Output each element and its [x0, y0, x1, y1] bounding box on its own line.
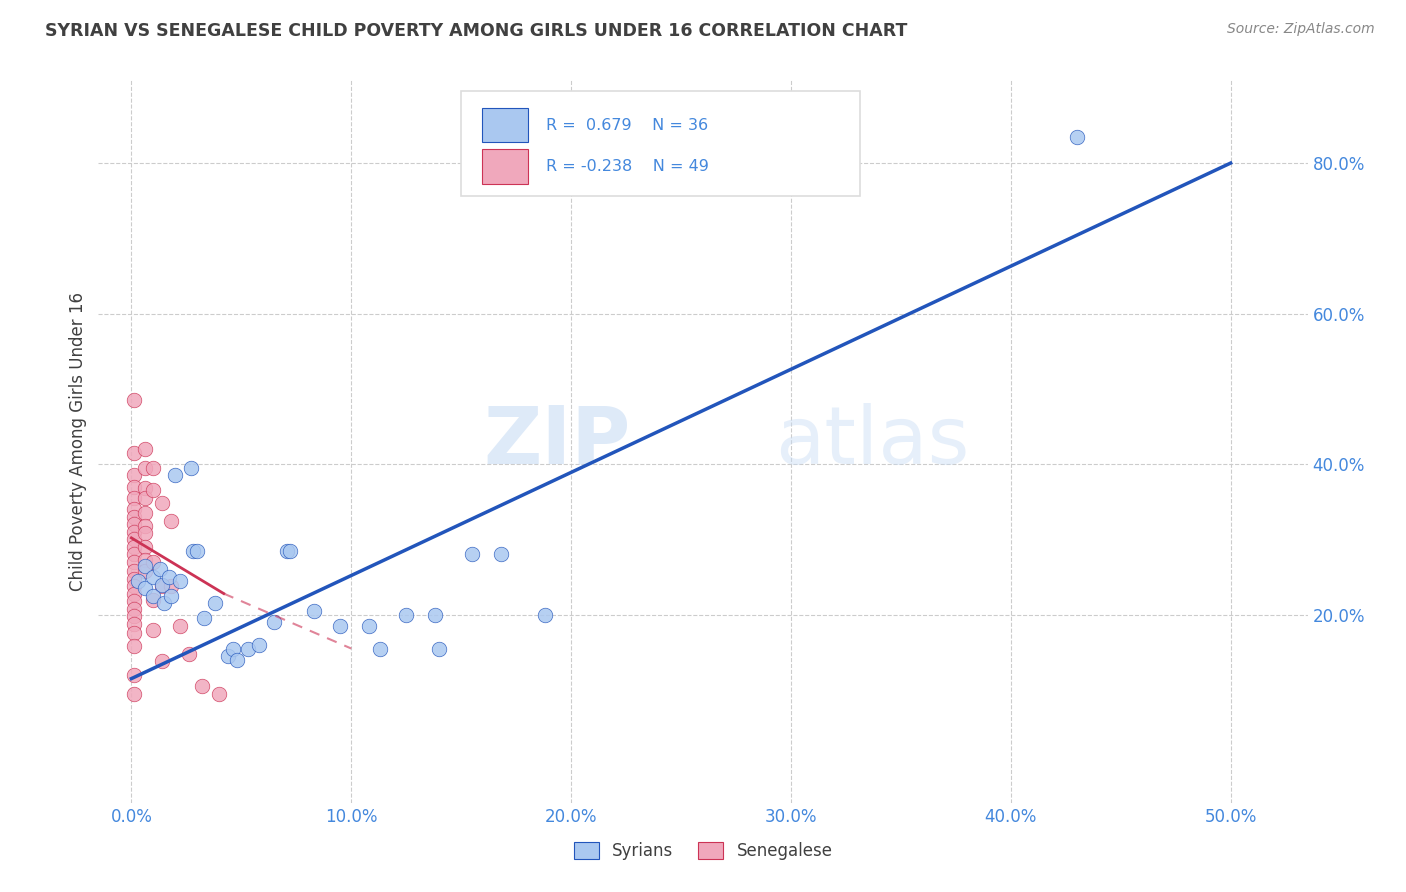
Point [160, 514, 183, 528]
Point [1066, 129, 1088, 144]
Y-axis label: Child Poverty Among Girls Under 16: Child Poverty Among Girls Under 16 [69, 292, 87, 591]
Point [142, 570, 165, 584]
Point [204, 596, 226, 610]
Point [226, 653, 249, 667]
Point [142, 461, 165, 475]
Point [122, 468, 145, 483]
Point [208, 687, 231, 701]
Point [236, 641, 259, 656]
Point [221, 641, 243, 656]
Point [142, 555, 165, 569]
Point [122, 564, 145, 578]
Text: atlas: atlas [776, 402, 970, 481]
Point [122, 524, 145, 539]
Point [489, 548, 512, 562]
Point [134, 442, 156, 456]
Text: Source: ZipAtlas.com: Source: ZipAtlas.com [1227, 22, 1375, 37]
Point [329, 619, 352, 633]
Point [193, 611, 215, 625]
Point [427, 641, 450, 656]
Point [150, 577, 173, 591]
Point [533, 607, 555, 622]
Legend: Syrians, Senegalese: Syrians, Senegalese [567, 835, 839, 867]
Point [134, 553, 156, 567]
Point [461, 548, 484, 562]
Point [150, 579, 173, 593]
Point [122, 639, 145, 653]
Point [127, 574, 149, 588]
Point [157, 570, 180, 584]
Point [165, 468, 187, 483]
Point [134, 519, 156, 533]
Point [142, 623, 165, 637]
Point [149, 562, 172, 576]
Point [122, 626, 145, 640]
Point [160, 589, 183, 603]
Point [122, 502, 145, 516]
Point [122, 393, 145, 408]
Point [122, 540, 145, 554]
Text: R =  0.679    N = 36: R = 0.679 N = 36 [546, 118, 709, 133]
Point [134, 558, 156, 573]
Point [122, 586, 145, 600]
Point [134, 564, 156, 578]
Point [169, 619, 191, 633]
Point [142, 592, 165, 607]
Point [134, 461, 156, 475]
Point [423, 607, 446, 622]
Point [357, 619, 380, 633]
Point [153, 596, 176, 610]
Point [134, 540, 156, 554]
Point [177, 647, 200, 661]
Point [134, 582, 156, 596]
Point [263, 615, 285, 630]
Point [180, 461, 202, 475]
Text: ZIP: ZIP [484, 402, 630, 481]
Point [142, 483, 165, 498]
Point [278, 543, 301, 558]
Point [247, 638, 270, 652]
Point [150, 654, 173, 668]
Point [122, 446, 145, 460]
Point [122, 609, 145, 624]
Point [134, 481, 156, 495]
Point [122, 555, 145, 569]
Point [122, 668, 145, 682]
Point [186, 543, 208, 558]
Point [122, 594, 145, 608]
Point [134, 491, 156, 505]
Point [122, 491, 145, 505]
Point [276, 543, 298, 558]
Point [368, 641, 391, 656]
Point [122, 533, 145, 547]
Bar [482, 108, 527, 143]
FancyBboxPatch shape [461, 91, 860, 196]
Point [122, 509, 145, 524]
Point [122, 687, 145, 701]
Point [190, 679, 212, 693]
Point [122, 601, 145, 615]
Point [122, 517, 145, 532]
Point [160, 579, 183, 593]
Point [122, 480, 145, 494]
Bar [482, 149, 527, 184]
Point [134, 506, 156, 520]
Text: SYRIAN VS SENEGALESE CHILD POVERTY AMONG GIRLS UNDER 16 CORRELATION CHART: SYRIAN VS SENEGALESE CHILD POVERTY AMONG… [45, 22, 907, 40]
Point [122, 616, 145, 631]
Point [395, 607, 418, 622]
Point [122, 548, 145, 562]
Point [150, 496, 173, 510]
Text: R = -0.238    N = 49: R = -0.238 N = 49 [546, 159, 709, 174]
Point [122, 572, 145, 586]
Point [302, 604, 325, 618]
Point [169, 574, 191, 588]
Point [181, 543, 204, 558]
Point [142, 589, 165, 603]
Point [122, 579, 145, 593]
Point [134, 526, 156, 541]
Point [217, 648, 239, 663]
